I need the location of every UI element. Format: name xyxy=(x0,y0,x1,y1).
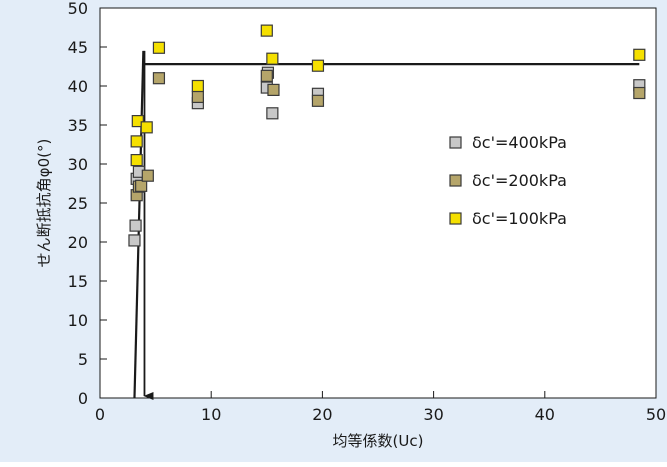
data-point xyxy=(633,86,646,100)
y-tick-label: 30 xyxy=(68,155,88,174)
x-tick-label: 30 xyxy=(423,405,443,424)
y-tick-label: 5 xyxy=(78,350,88,369)
y-tick-label: 0 xyxy=(78,389,88,408)
y-tick-label: 25 xyxy=(68,194,88,213)
x-axis-title: 均等係数(Uc) xyxy=(333,432,424,450)
data-point xyxy=(129,219,142,232)
legend-label: δc'=400kPa xyxy=(472,133,567,152)
data-point xyxy=(128,234,141,247)
plot-area xyxy=(99,7,657,399)
y-tick-label: 45 xyxy=(68,38,88,57)
y-tick-label: 50 xyxy=(68,0,88,18)
legend-label: δc'=200kPa xyxy=(472,171,567,190)
data-point xyxy=(131,114,144,128)
data-point xyxy=(266,107,279,120)
data-point xyxy=(130,154,143,167)
data-point xyxy=(260,69,273,82)
data-point xyxy=(141,169,154,182)
data-point xyxy=(152,41,166,54)
y-tick-label: 20 xyxy=(68,233,88,252)
data-point xyxy=(152,72,166,85)
y-tick-label: 35 xyxy=(68,116,88,135)
x-axis-ticks: 0 10 20 30 40 50 xyxy=(95,391,666,424)
y-tick-label: 40 xyxy=(68,77,88,96)
x-tick-label: 0 xyxy=(95,405,105,424)
data-point xyxy=(191,79,204,93)
data-points xyxy=(128,24,646,247)
data-point xyxy=(140,121,153,134)
y-tick-label: 10 xyxy=(68,311,88,330)
legend-swatch xyxy=(449,212,462,225)
y-axis-title: せん断抵抗角φ0(°) xyxy=(35,139,53,268)
y-tick-label: 15 xyxy=(68,272,88,291)
x-tick-label: 40 xyxy=(535,405,555,424)
data-point xyxy=(633,48,646,61)
data-point xyxy=(260,24,273,37)
x-tick-label: 10 xyxy=(201,405,221,424)
legend-swatch xyxy=(449,174,462,187)
y-axis-ticks: 0 5 10 15 20 25 30 35 40 45 50 xyxy=(68,0,107,408)
legend: δc'=400kPa δc'=200kPa δc'=100kPa xyxy=(449,133,567,228)
data-point xyxy=(267,83,280,97)
legend-swatch xyxy=(449,136,462,149)
legend-label: δc'=100kPa xyxy=(472,209,567,228)
data-point xyxy=(130,135,143,148)
data-point xyxy=(311,94,325,107)
data-point xyxy=(135,179,148,192)
data-point xyxy=(191,90,204,104)
data-point xyxy=(311,59,325,72)
x-tick-label: 50 xyxy=(646,405,666,424)
x-tick-label: 20 xyxy=(312,405,332,424)
data-point xyxy=(266,52,279,65)
